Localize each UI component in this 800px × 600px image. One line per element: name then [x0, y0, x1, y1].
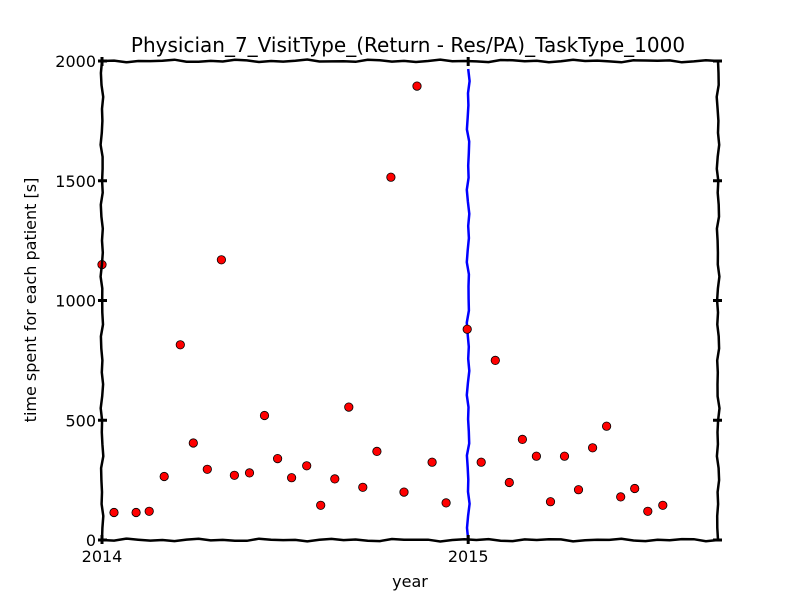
x-tick-label: 2014 [82, 547, 123, 566]
tick-labels-layer: 0 500 1000 1500 2000 2014 2015 [55, 52, 488, 566]
data-point [601, 421, 612, 431]
data-point [412, 81, 422, 91]
data-point [372, 446, 382, 456]
data-point [427, 457, 437, 467]
data-point [630, 483, 640, 494]
data-point [244, 468, 255, 478]
data-point [159, 471, 169, 482]
x-tick-label: 2015 [448, 547, 489, 566]
y-tick-label: 0 [86, 531, 96, 550]
plot-frame-bottom [100, 537, 720, 543]
data-point [286, 473, 297, 483]
data-point [272, 453, 283, 464]
data-point [386, 172, 396, 182]
data-point [144, 506, 154, 516]
data-point [399, 487, 409, 497]
data-point [330, 474, 340, 484]
points-layer [97, 81, 668, 518]
data-point [229, 470, 239, 480]
data-point [441, 498, 451, 508]
plot-frame-top [100, 58, 720, 64]
y-tick-label: 1000 [55, 292, 96, 311]
data-point [643, 506, 653, 516]
data-point [559, 451, 570, 461]
data-point [188, 438, 198, 448]
chart-title: Physician_7_VisitType_(Return - Res/PA)_… [131, 33, 685, 57]
data-point [358, 482, 368, 492]
data-point [476, 457, 486, 467]
data-point [573, 485, 584, 495]
data-point [131, 507, 141, 518]
ticks-layer [98, 57, 722, 544]
data-point [344, 402, 354, 412]
data-point [658, 500, 668, 510]
data-point [202, 464, 212, 474]
data-point [504, 477, 514, 488]
data-point [616, 492, 626, 502]
data-point [109, 507, 119, 518]
data-point [462, 324, 472, 334]
y-axis-label: time spent for each patient [s] [21, 178, 40, 423]
data-point [490, 355, 500, 365]
y-tick-label: 1500 [55, 172, 96, 191]
vertical-marker-line [465, 68, 471, 541]
vline-layer [465, 68, 471, 541]
data-point [587, 443, 598, 453]
data-point [302, 461, 312, 471]
y-tick-label: 2000 [55, 52, 96, 71]
y-tick-label: 500 [65, 411, 96, 430]
data-point [216, 255, 226, 265]
data-point [316, 500, 326, 510]
data-point [531, 451, 542, 461]
data-point [259, 410, 270, 421]
data-point [175, 340, 185, 350]
data-point [517, 434, 528, 444]
x-axis-label: year [392, 572, 428, 591]
data-point [545, 497, 556, 507]
